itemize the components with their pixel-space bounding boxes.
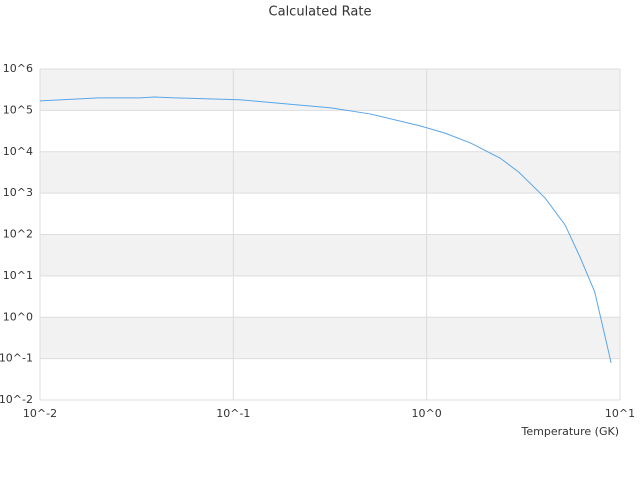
x-tick-label: 10^0	[412, 407, 442, 420]
y-tick-label: 10^-2	[0, 393, 33, 406]
y-tick-label: 10^6	[3, 62, 33, 75]
grid-band	[40, 317, 620, 359]
x-tick-label: 10^1	[605, 407, 635, 420]
y-tick-label: 10^0	[3, 310, 33, 323]
grid-band	[40, 234, 620, 276]
grid-band	[40, 151, 620, 194]
x-tick-label: 10^-2	[23, 407, 57, 420]
x-axis-label: Temperature (GK)	[521, 425, 620, 438]
data-line	[39, 96, 612, 363]
y-tick-label: 10^5	[3, 103, 33, 116]
y-tick-label: 10^1	[3, 269, 33, 282]
x-tick-label: 10^-1	[216, 407, 250, 420]
chart-title: Calculated Rate	[269, 5, 372, 20]
grid-band	[40, 69, 620, 111]
y-tick-label: 10^-1	[0, 352, 33, 365]
y-tick-label: 10^2	[3, 228, 33, 241]
y-tick-label: 10^3	[3, 186, 33, 199]
y-tick-label: 10^4	[3, 145, 33, 158]
